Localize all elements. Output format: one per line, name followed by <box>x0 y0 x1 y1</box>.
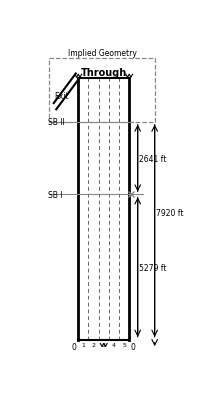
Text: 4: 4 <box>112 342 116 347</box>
Text: SB I: SB I <box>48 190 62 199</box>
Text: 1: 1 <box>81 342 85 347</box>
Text: Exit: Exit <box>55 92 69 101</box>
Text: 5: 5 <box>122 342 126 347</box>
Text: 2: 2 <box>92 342 95 347</box>
Text: Implied Geometry: Implied Geometry <box>68 49 136 57</box>
Text: 3: 3 <box>102 342 106 347</box>
Text: 2641 ft: 2641 ft <box>140 154 167 163</box>
Text: Through: Through <box>81 68 127 78</box>
Text: 0: 0 <box>72 342 77 351</box>
Text: 0: 0 <box>131 342 136 351</box>
Text: SB II: SB II <box>48 118 64 127</box>
Text: 5279 ft: 5279 ft <box>140 263 167 272</box>
Text: 7920 ft: 7920 ft <box>156 208 184 217</box>
